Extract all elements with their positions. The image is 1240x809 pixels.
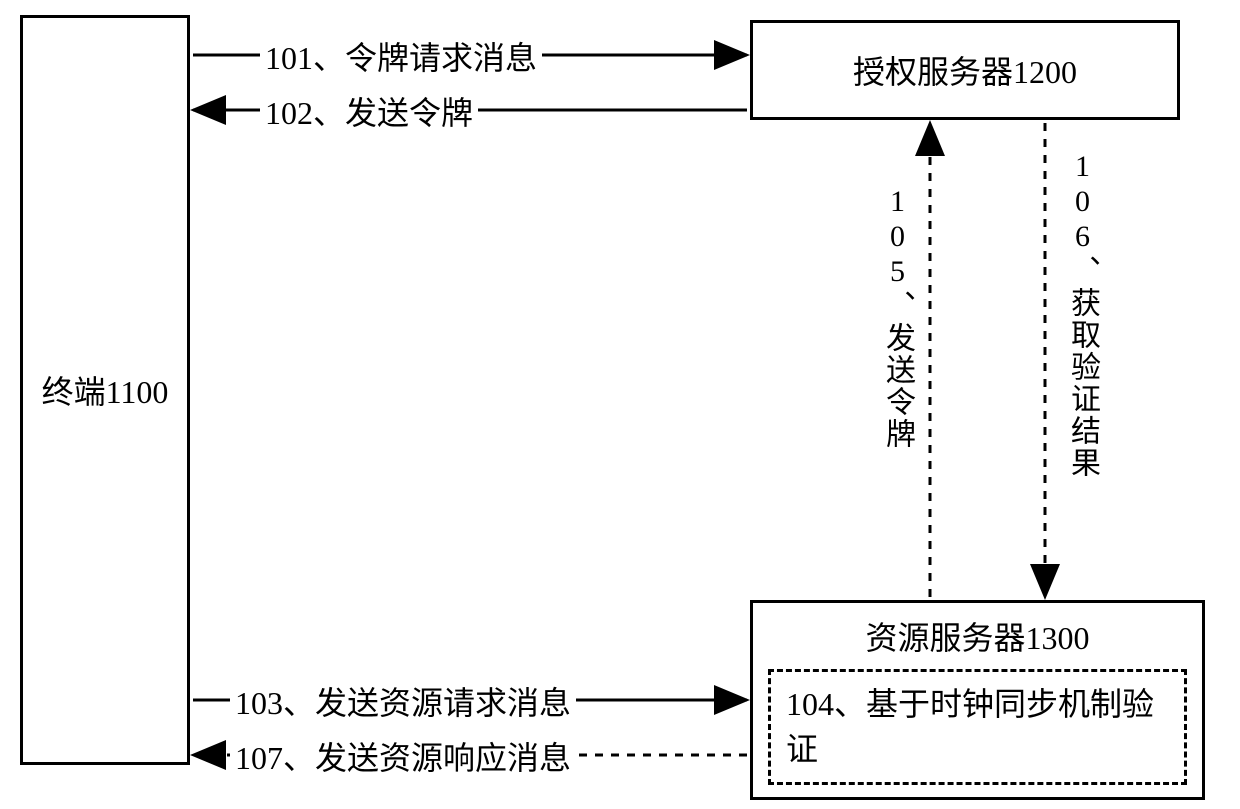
auth-server-node: 授权服务器1200 (750, 20, 1180, 120)
edge-102-label: 102、发送令牌 (260, 88, 478, 134)
edge-106-label: 106、获取验证结果 (1055, 150, 1109, 479)
auth-server-label: 授权服务器1200 (853, 47, 1077, 93)
terminal-label: 终端1100 (42, 367, 169, 413)
sequence-diagram: 终端1100 授权服务器1200 资源服务器1300 104、基于时钟同步机制验… (0, 0, 1240, 809)
inner-step-box: 104、基于时钟同步机制验证 (768, 669, 1187, 785)
resource-server-node: 资源服务器1300 104、基于时钟同步机制验证 (750, 600, 1205, 800)
resource-server-label: 资源服务器1300 (768, 613, 1187, 659)
edge-101-label: 101、令牌请求消息 (260, 33, 542, 79)
edge-105-label: 105、发送令牌 (870, 185, 924, 450)
edge-107-label: 107、发送资源响应消息 (230, 733, 576, 779)
terminal-node: 终端1100 (20, 15, 190, 765)
edge-103-label: 103、发送资源请求消息 (230, 678, 576, 724)
inner-step-label: 104、基于时钟同步机制验证 (786, 686, 1154, 767)
